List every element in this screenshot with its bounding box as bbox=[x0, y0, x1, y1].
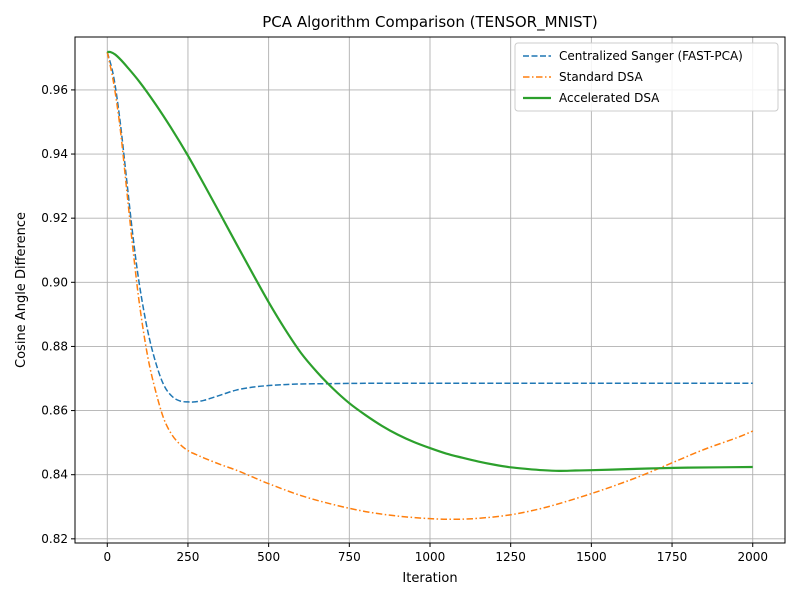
x-tick-label: 500 bbox=[257, 550, 280, 564]
x-tick-label: 250 bbox=[177, 550, 200, 564]
x-axis-ticks: 0 250 500 750 1000 1250 1500 1750 2000 bbox=[103, 543, 768, 564]
x-tick-label: 0 bbox=[103, 550, 111, 564]
series-line-centralized-sanger bbox=[106, 51, 753, 403]
grid bbox=[75, 37, 785, 543]
legend-label-centralized-sanger: Centralized Sanger (FAST-PCA) bbox=[559, 49, 743, 63]
x-axis-label: Iteration bbox=[402, 571, 457, 586]
y-tick-label: 0.90 bbox=[41, 275, 68, 289]
legend-label-standard-dsa: Standard DSA bbox=[559, 70, 643, 84]
y-axis-label: Cosine Angle Difference bbox=[14, 212, 29, 368]
y-tick-label: 0.94 bbox=[41, 147, 68, 161]
plot-series bbox=[106, 50, 754, 521]
legend-label-accelerated-dsa: Accelerated DSA bbox=[559, 91, 660, 105]
y-tick-label: 0.82 bbox=[41, 532, 68, 546]
x-tick-label: 2000 bbox=[737, 550, 768, 564]
y-tick-label: 0.86 bbox=[41, 404, 68, 418]
series-line-standard-dsa bbox=[106, 51, 754, 521]
x-tick-label: 1500 bbox=[576, 550, 607, 564]
y-tick-label: 0.96 bbox=[41, 83, 68, 97]
x-tick-label: 750 bbox=[338, 550, 361, 564]
legend-box bbox=[514, 42, 779, 112]
x-tick-label: 1750 bbox=[657, 550, 688, 564]
x-tick-label: 1250 bbox=[495, 550, 526, 564]
y-axis-ticks: 0.82 0.84 0.86 0.88 0.90 0.92 0.94 0.96 bbox=[41, 83, 75, 546]
y-tick-label: 0.84 bbox=[41, 468, 68, 482]
series-line-accelerated-dsa bbox=[107, 50, 753, 472]
legend: Centralized Sanger (FAST-PCA) Standard D… bbox=[514, 42, 779, 112]
x-tick-label: 1000 bbox=[415, 550, 446, 564]
y-tick-label: 0.92 bbox=[41, 211, 68, 225]
chart-title: PCA Algorithm Comparison (TENSOR_MNIST) bbox=[262, 13, 597, 32]
y-tick-label: 0.88 bbox=[41, 339, 68, 353]
